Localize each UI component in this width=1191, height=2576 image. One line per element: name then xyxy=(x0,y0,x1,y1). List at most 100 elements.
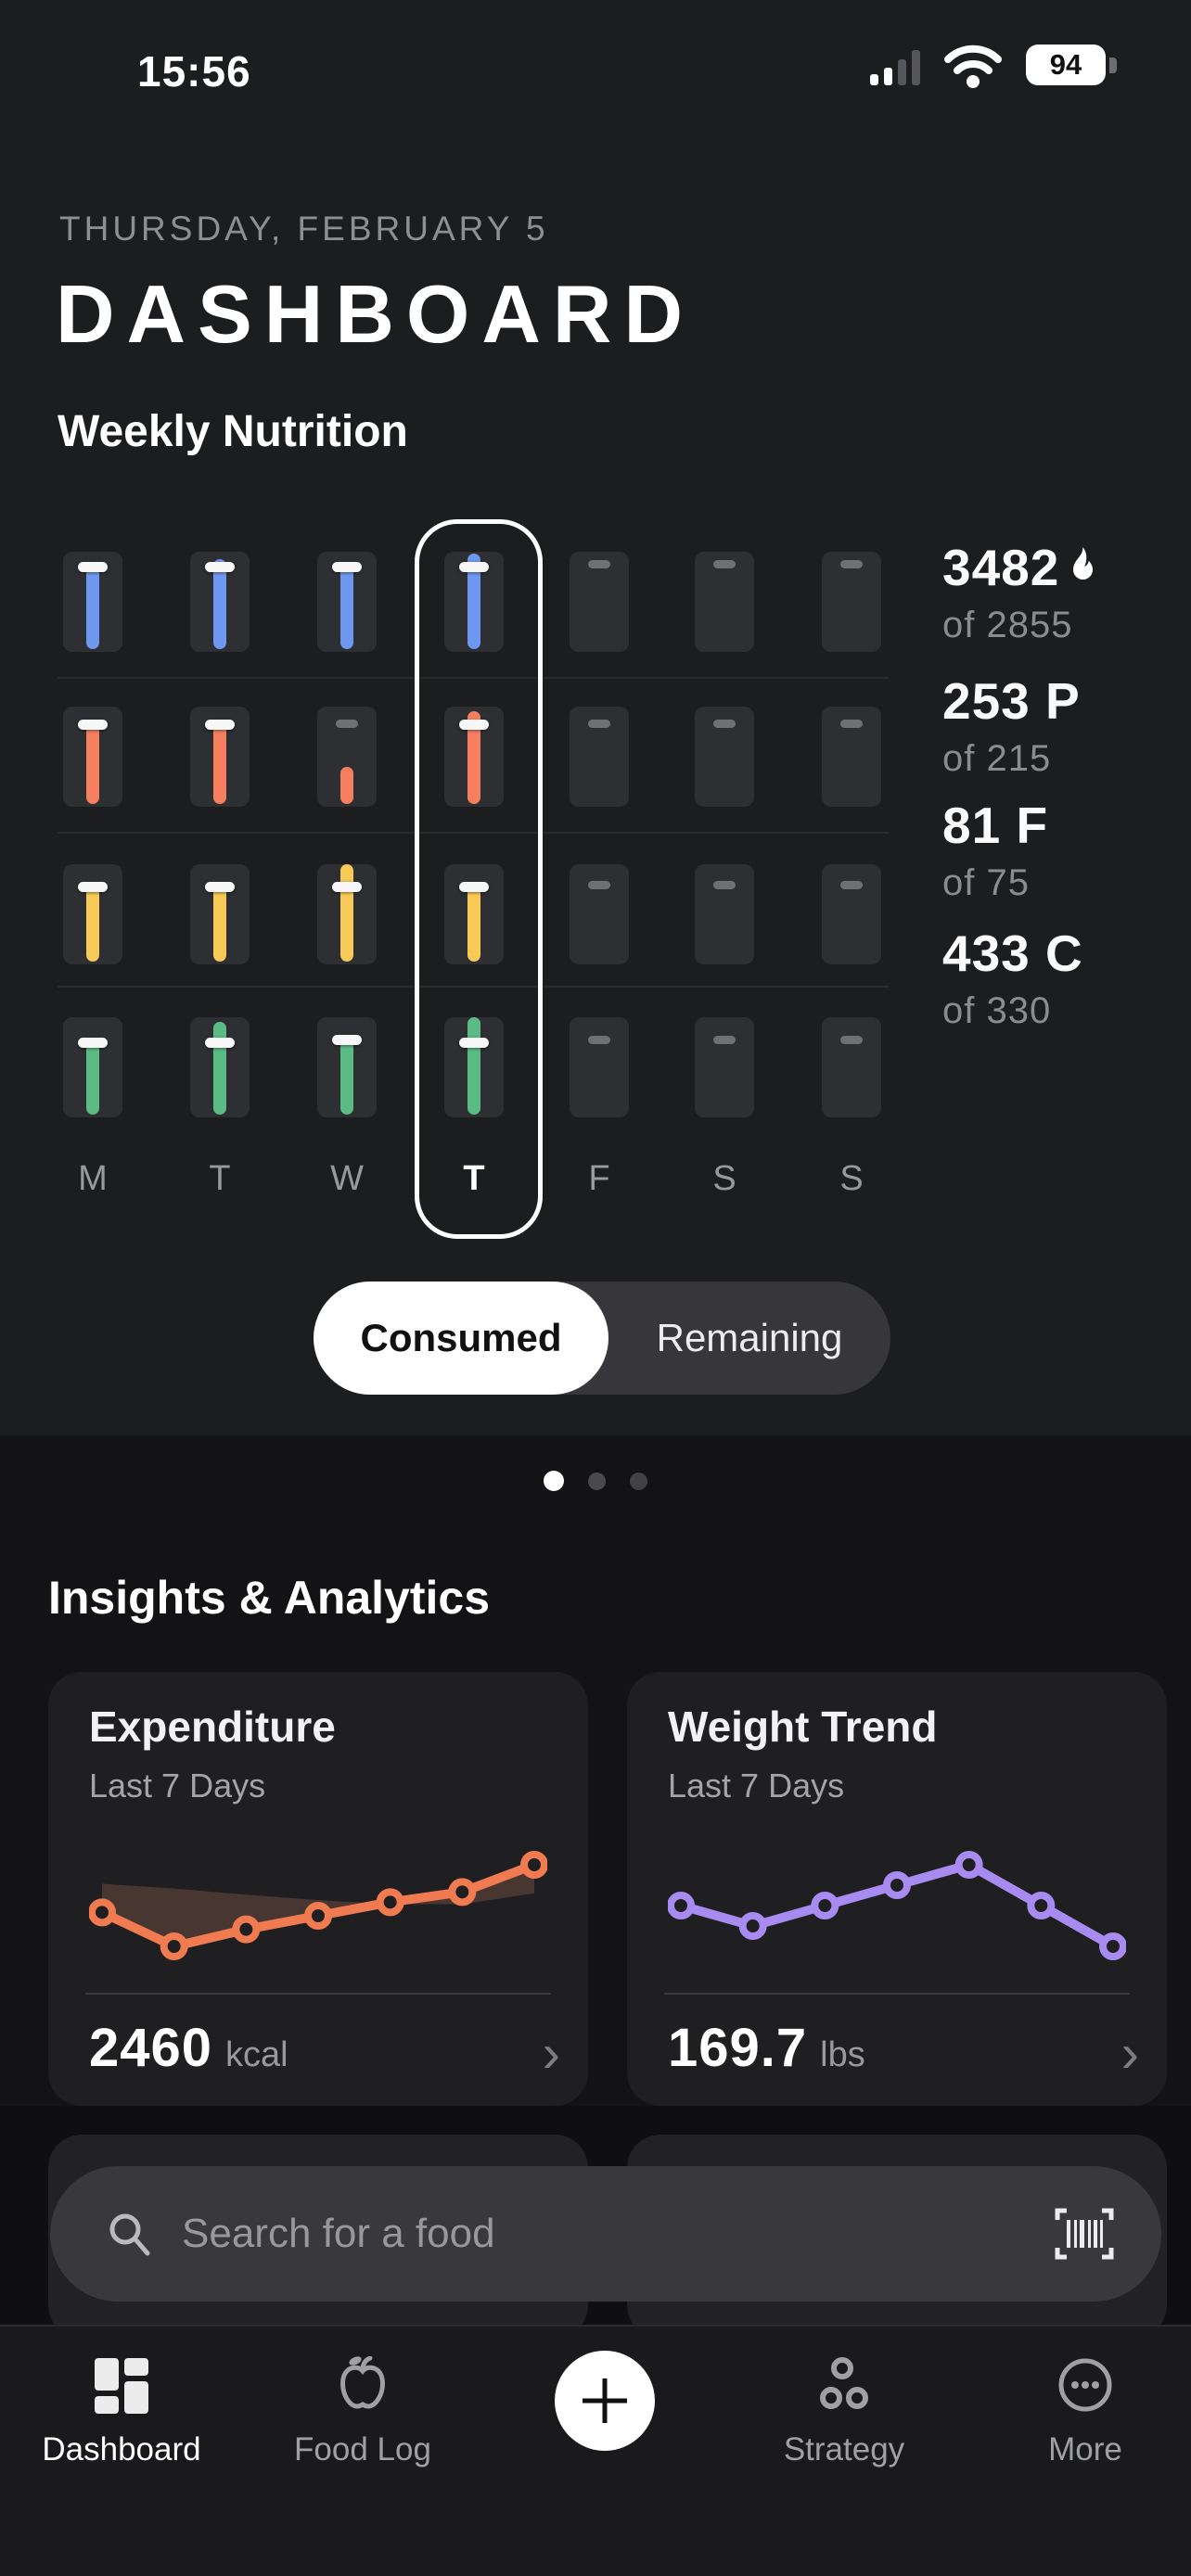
toggle-consumed[interactable]: Consumed xyxy=(314,1282,608,1395)
weight-card-title: Weight Trend xyxy=(668,1702,938,1751)
flame-icon xyxy=(1073,547,1094,580)
goal-marker xyxy=(459,881,489,892)
fat-bar xyxy=(86,886,99,962)
cellular-signal-icon xyxy=(870,48,924,85)
expenditure-unit: kcal xyxy=(225,2035,288,2074)
nav-food-log[interactable]: Food Log xyxy=(270,2355,455,2468)
weight-value: 169.7 xyxy=(668,2018,808,2078)
row-divider xyxy=(58,677,889,679)
goal-marker xyxy=(459,1038,489,1048)
goal-marker-empty xyxy=(588,559,610,568)
header-date: THURSDAY, FEBRUARY 5 xyxy=(59,210,549,248)
plus-icon xyxy=(583,2378,627,2423)
day-label-S5[interactable]: S xyxy=(712,1159,736,1198)
weight-trend-card[interactable]: Weight Trend Last 7 Days 169.7 lbs › xyxy=(627,1672,1167,2106)
weekly-nutrition-section: 15:56 94 THURSDAY, FEBRUARY 5 DASHBOARD … xyxy=(0,0,1191,1395)
goal-marker xyxy=(78,562,108,573)
nutrition-cell-track xyxy=(822,1017,881,1117)
carousel-dots xyxy=(0,1471,1191,1491)
nutrition-cell-track xyxy=(570,864,629,964)
goal-marker xyxy=(205,881,235,892)
search-input[interactable] xyxy=(180,2210,1054,2258)
chevron-right-icon: › xyxy=(1121,2023,1139,2084)
nutrition-cell-track xyxy=(570,1017,629,1117)
goal-marker xyxy=(78,881,108,892)
wifi-icon xyxy=(944,45,1002,88)
expenditure-chart xyxy=(89,1851,547,1960)
battery-icon: 94 xyxy=(1026,45,1106,85)
insights-title: Insights & Analytics xyxy=(48,1572,491,1624)
calories-bar xyxy=(86,567,99,649)
goal-marker xyxy=(332,1034,362,1045)
nutrition-cell-track xyxy=(695,1017,754,1117)
day-label-W2[interactable]: W xyxy=(330,1159,364,1198)
goal-marker-empty xyxy=(588,880,610,889)
carbs-bar xyxy=(213,1022,226,1115)
goal-marker xyxy=(78,1038,108,1048)
protein-bar xyxy=(340,766,353,804)
calories-bar xyxy=(467,554,480,649)
calories-bar xyxy=(213,558,226,649)
barcode-scan-icon[interactable] xyxy=(1054,2205,1115,2263)
goal-marker-empty xyxy=(713,1035,736,1044)
consumed-remaining-toggle: Consumed Remaining xyxy=(314,1282,890,1395)
stat-carbs: 433 C of 330 xyxy=(942,925,1083,1031)
nutrition-cell-track xyxy=(822,552,881,652)
goal-marker-empty xyxy=(713,559,736,568)
goal-marker-empty xyxy=(840,559,863,568)
chevron-right-icon: › xyxy=(542,2023,560,2084)
goal-marker-empty xyxy=(840,1035,863,1044)
nav-strategy[interactable]: Strategy xyxy=(751,2356,937,2468)
goal-marker xyxy=(205,1038,235,1048)
goal-marker-empty xyxy=(588,1035,610,1044)
day-label-T1[interactable]: T xyxy=(209,1159,231,1198)
goal-marker xyxy=(332,562,362,573)
day-label-F4[interactable]: F xyxy=(588,1159,610,1198)
expenditure-card-subtitle: Last 7 Days xyxy=(89,1766,266,1804)
nutrition-cell-track xyxy=(695,864,754,964)
battery-nub xyxy=(1109,57,1117,73)
protein-bar xyxy=(86,724,99,804)
goal-marker-empty xyxy=(713,880,736,889)
day-label-M0[interactable]: M xyxy=(78,1159,108,1198)
protein-bar xyxy=(467,711,480,804)
food-search-bar xyxy=(50,2166,1161,2302)
carbs-bar xyxy=(340,1039,353,1115)
weight-card-subtitle: Last 7 Days xyxy=(668,1766,845,1804)
selected-day-ring xyxy=(415,519,543,1239)
goal-marker-empty xyxy=(336,720,358,729)
protein-bar xyxy=(213,724,226,804)
nutrition-cell-track xyxy=(695,552,754,652)
day-label-T3[interactable]: T xyxy=(463,1159,485,1198)
carousel-dot-active[interactable] xyxy=(544,1471,564,1491)
carbs-bar xyxy=(86,1042,99,1115)
nav-dashboard[interactable]: Dashboard xyxy=(29,2356,214,2468)
expenditure-card[interactable]: Expenditure Last 7 Days 2460 kcal › xyxy=(48,1672,588,2106)
stat-fat: 81 F of 75 xyxy=(942,797,1049,903)
expenditure-value: 2460 xyxy=(89,2018,213,2078)
goal-marker-empty xyxy=(840,720,863,729)
row-divider xyxy=(58,986,889,988)
toggle-remaining[interactable]: Remaining xyxy=(656,1316,843,1359)
carousel-dot[interactable] xyxy=(630,1472,647,1490)
carousel-dot[interactable] xyxy=(588,1472,606,1490)
stat-calories-goal: of 2855 xyxy=(942,605,1073,645)
weight-unit: lbs xyxy=(820,2035,865,2074)
card-divider xyxy=(85,1993,551,1995)
search-icon xyxy=(109,2213,150,2256)
row-divider xyxy=(58,832,889,834)
day-label-S6[interactable]: S xyxy=(839,1159,864,1198)
goal-marker-empty xyxy=(588,720,610,729)
goal-marker-empty xyxy=(713,720,736,729)
goal-marker xyxy=(205,720,235,731)
nutrition-cell-track xyxy=(570,552,629,652)
add-food-button[interactable] xyxy=(555,2351,655,2451)
nav-more[interactable]: More xyxy=(992,2356,1178,2468)
goal-marker xyxy=(459,720,489,731)
bottom-navigation: Dashboard Food Log Strategy xyxy=(0,2325,1191,2576)
goal-marker xyxy=(78,720,108,731)
weekly-nutrition-title: Weekly Nutrition xyxy=(58,407,408,456)
goal-marker xyxy=(205,562,235,573)
